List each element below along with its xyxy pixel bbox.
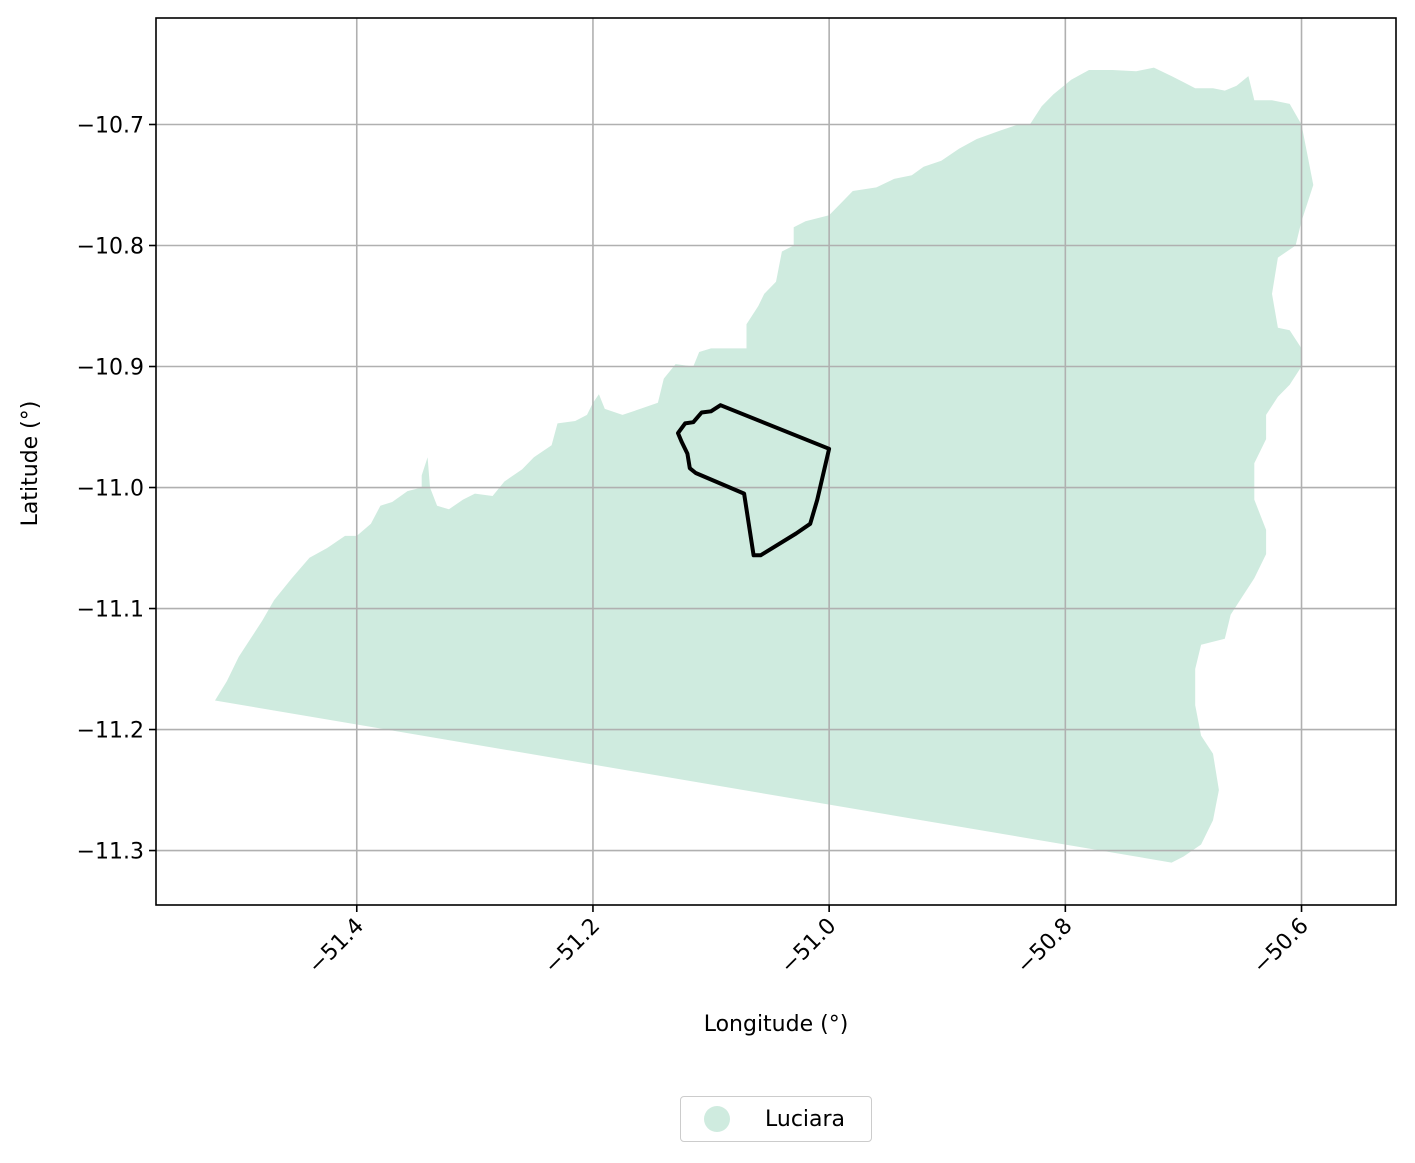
- x-tick-label: −51.0: [776, 914, 841, 979]
- map-regions: [215, 67, 1314, 863]
- y-tick-label: −10.8: [77, 234, 144, 259]
- grid-lines: [156, 18, 1396, 905]
- y-tick-label: −10.7: [77, 113, 144, 138]
- legend-swatch-luciara: [704, 1106, 730, 1132]
- overlay-outline: [676, 403, 832, 558]
- y-tick-label: −11.2: [77, 719, 144, 744]
- y-axis-ticks: −10.7 −10.8 −10.9 −11.0 −11.1 −11.2 −11.3: [77, 113, 156, 865]
- x-tick-label: −51.4: [304, 914, 369, 979]
- x-tick-label: −50.6: [1248, 914, 1313, 979]
- y-tick-label: −11.0: [77, 477, 144, 502]
- y-axis-label: Latitude (°): [18, 401, 43, 527]
- x-tick-label: −51.2: [540, 914, 605, 979]
- y-tick-label: −11.1: [77, 598, 144, 623]
- map-overlays: [676, 403, 832, 558]
- plot-frame: [155, 17, 1397, 906]
- region-luciara: [215, 67, 1314, 863]
- x-axis-label: Longitude (°): [704, 1012, 849, 1037]
- legend-label-luciara: Luciara: [765, 1106, 846, 1132]
- x-tick-label: −50.8: [1012, 914, 1077, 979]
- y-tick-label: −10.9: [77, 356, 144, 381]
- y-tick-label: −11.3: [77, 840, 144, 865]
- x-axis-ticks: −51.4 −51.2 −51.0 −50.8 −50.6: [304, 905, 1314, 979]
- legend: Luciara: [680, 1096, 872, 1142]
